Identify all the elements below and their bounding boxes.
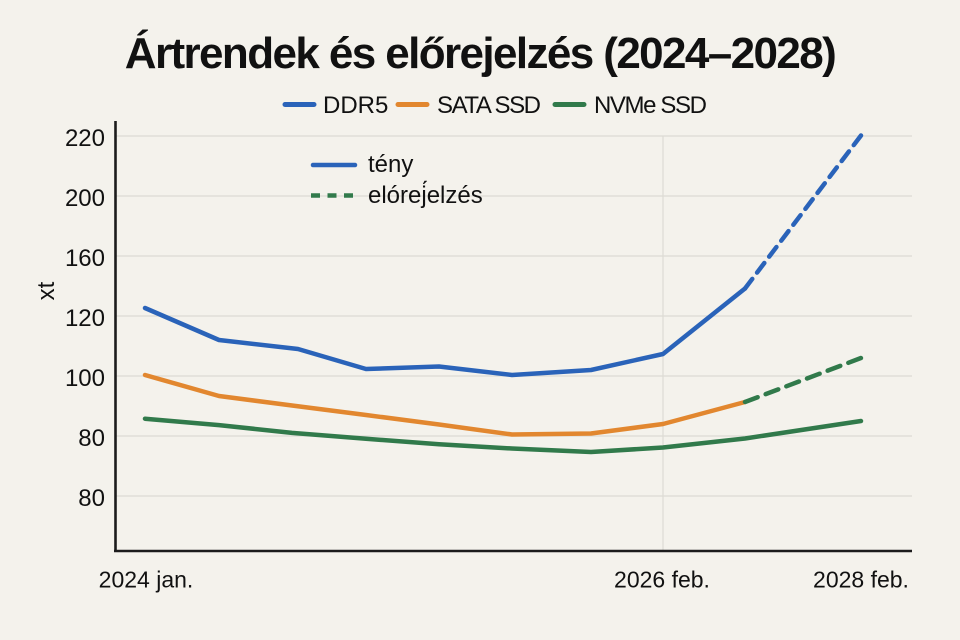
svg-text:Ártrendek és előrejelzés (2024: Ártrendek és előrejelzés (2024–2028) (125, 28, 835, 78)
svg-text:SATA SSD: SATA SSD (437, 92, 541, 119)
svg-text:100: 100 (65, 365, 105, 392)
svg-text:2028 feb.: 2028 feb. (813, 567, 909, 593)
svg-text:160: 160 (65, 245, 105, 272)
svg-text:xt: xt (33, 281, 60, 300)
svg-text:2026 feb.: 2026 feb. (614, 567, 710, 593)
svg-text:NVMe SSD: NVMe SSD (594, 92, 707, 119)
svg-text:220: 220 (65, 125, 105, 152)
svg-text:DDR5: DDR5 (323, 92, 388, 119)
svg-text:80: 80 (78, 485, 105, 512)
svg-text:80: 80 (78, 425, 105, 452)
svg-text:200: 200 (65, 185, 105, 212)
svg-text:2024 jan.: 2024 jan. (99, 567, 194, 593)
svg-text:tény: tény (368, 151, 413, 178)
svg-text:120: 120 (65, 305, 105, 332)
svg-text:elórej́elzés: elórej́elzés (368, 181, 483, 209)
